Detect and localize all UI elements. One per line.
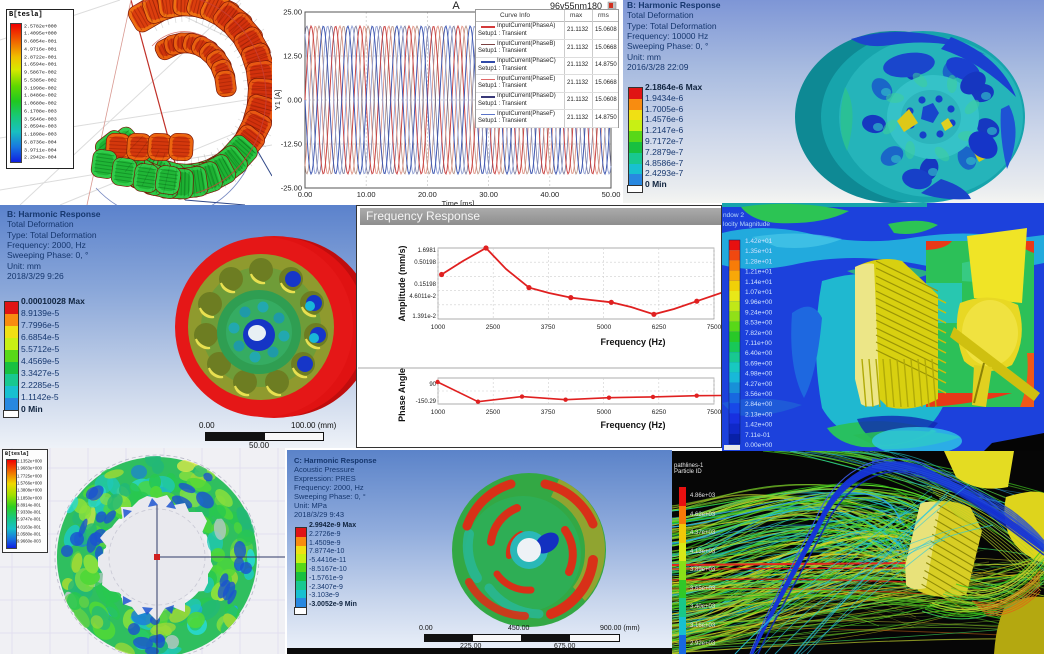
svg-text:6250: 6250 bbox=[652, 409, 667, 416]
svg-text:4.6011e-2: 4.6011e-2 bbox=[409, 294, 436, 300]
svg-text:6.40e+00: 6.40e+00 bbox=[745, 350, 773, 357]
svg-text:1.21e+01: 1.21e+01 bbox=[745, 269, 773, 276]
svg-text:1.6981: 1.6981 bbox=[418, 248, 437, 254]
svg-text:9.96e+00: 9.96e+00 bbox=[745, 299, 773, 306]
svg-text:-150.29: -150.29 bbox=[416, 399, 437, 405]
svg-text:0.00e+00: 0.00e+00 bbox=[745, 442, 773, 449]
svg-text:1.28e+01: 1.28e+01 bbox=[745, 258, 773, 265]
svg-text:1000: 1000 bbox=[431, 324, 446, 331]
svg-text:5000: 5000 bbox=[597, 324, 612, 331]
svg-text:0.50198: 0.50198 bbox=[414, 260, 436, 266]
svg-text:4.27e+00: 4.27e+00 bbox=[745, 381, 773, 388]
svg-text:9.24e+00: 9.24e+00 bbox=[745, 309, 773, 316]
svg-text:A: A bbox=[452, 0, 460, 12]
svg-text:40.00: 40.00 bbox=[540, 190, 559, 199]
svg-text:7500: 7500 bbox=[707, 409, 722, 416]
svg-text:4.98e+00: 4.98e+00 bbox=[745, 371, 773, 378]
svg-text:3750: 3750 bbox=[541, 409, 556, 416]
svg-text:1.42e+01: 1.42e+01 bbox=[745, 238, 773, 245]
svg-text:Frequency (Hz): Frequency (Hz) bbox=[600, 337, 665, 347]
svg-text:Phase Angle: Phase Angle bbox=[397, 368, 407, 422]
svg-text:1.391e-2: 1.391e-2 bbox=[412, 314, 436, 320]
svg-text:7500: 7500 bbox=[707, 324, 722, 331]
svg-text:5000: 5000 bbox=[597, 409, 612, 416]
svg-text:90: 90 bbox=[429, 382, 436, 388]
svg-text:3.56e+00: 3.56e+00 bbox=[745, 391, 773, 398]
svg-text:5.69e+00: 5.69e+00 bbox=[745, 360, 773, 367]
svg-text:ndow 2: ndow 2 bbox=[723, 212, 744, 219]
svg-text:2500: 2500 bbox=[486, 324, 501, 331]
svg-text:30.00: 30.00 bbox=[479, 190, 498, 199]
svg-text:20.00: 20.00 bbox=[418, 190, 437, 199]
svg-text:1.07e+01: 1.07e+01 bbox=[745, 289, 773, 296]
svg-text:7.11e+00: 7.11e+00 bbox=[745, 340, 772, 347]
svg-text:1.42e+00: 1.42e+00 bbox=[745, 422, 773, 429]
svg-text:Frequency (Hz): Frequency (Hz) bbox=[600, 420, 665, 430]
svg-text:50.00: 50.00 bbox=[602, 190, 621, 199]
svg-text:25.00: 25.00 bbox=[283, 8, 302, 17]
svg-text:96v55nm180: 96v55nm180 bbox=[550, 1, 602, 11]
svg-text:1.35e+01: 1.35e+01 bbox=[745, 248, 773, 255]
svg-text:7.82e+00: 7.82e+00 bbox=[745, 330, 773, 337]
svg-text:Amplitude (mm/s): Amplitude (mm/s) bbox=[397, 245, 407, 321]
svg-text:3750: 3750 bbox=[541, 324, 556, 331]
svg-text:-12.50: -12.50 bbox=[281, 140, 302, 149]
svg-text:2.84e+00: 2.84e+00 bbox=[745, 401, 773, 408]
svg-text:12.50: 12.50 bbox=[283, 52, 302, 61]
svg-text:Time [ms]: Time [ms] bbox=[442, 199, 475, 205]
svg-text:0.00: 0.00 bbox=[287, 96, 302, 105]
svg-text:2.13e+00: 2.13e+00 bbox=[745, 411, 773, 418]
svg-text:2500: 2500 bbox=[486, 409, 501, 416]
svg-text:0.00: 0.00 bbox=[298, 190, 313, 199]
svg-text:-25.00: -25.00 bbox=[281, 184, 302, 193]
svg-text:1000: 1000 bbox=[431, 409, 446, 416]
svg-text:Y1 [A]: Y1 [A] bbox=[273, 90, 282, 110]
svg-text:6250: 6250 bbox=[652, 324, 667, 331]
svg-text:1.14e+01: 1.14e+01 bbox=[745, 279, 773, 286]
svg-text:0.15198: 0.15198 bbox=[414, 282, 436, 288]
svg-text:7.11e-01: 7.11e-01 bbox=[745, 432, 771, 439]
svg-text:10.00: 10.00 bbox=[357, 190, 376, 199]
svg-text:locity Magnitude: locity Magnitude bbox=[723, 221, 770, 228]
svg-text:8.53e+00: 8.53e+00 bbox=[745, 320, 773, 327]
